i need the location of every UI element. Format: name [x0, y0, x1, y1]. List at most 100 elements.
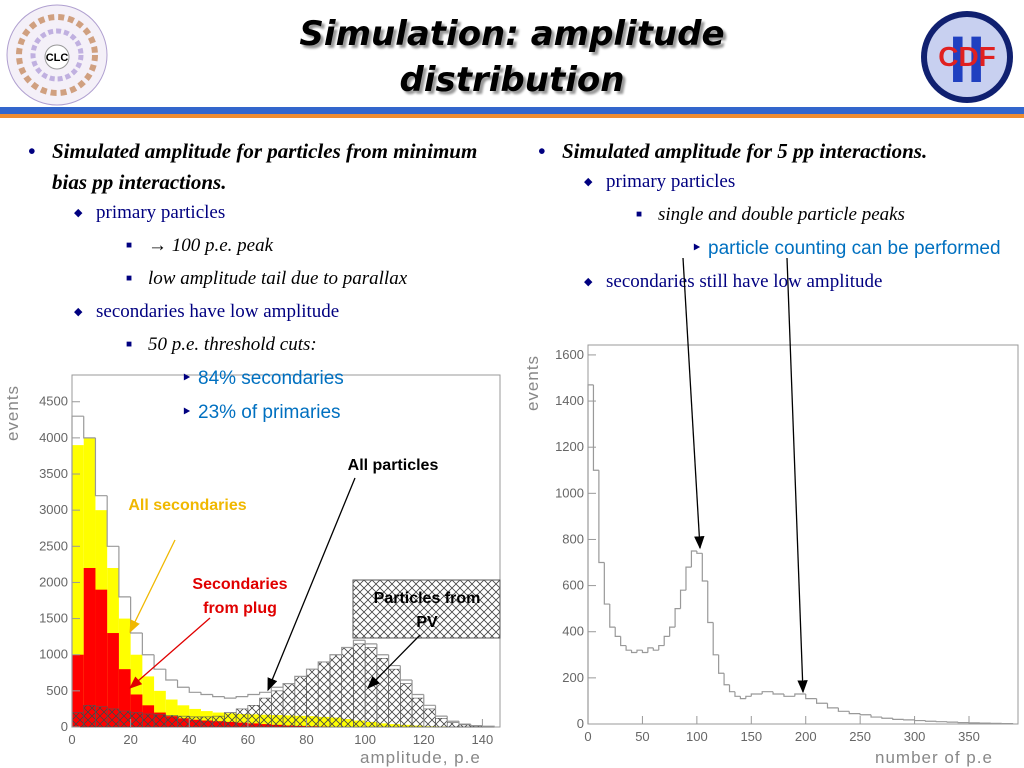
bullet-item: secondaries still have low amplitude — [538, 270, 1018, 294]
histogram-step — [1001, 722, 1014, 725]
histogram-step — [446, 716, 459, 722]
bullet-item: Simulated amplitude for 5 pp interaction… — [538, 136, 1018, 167]
histogram-step — [247, 693, 260, 697]
x-axis-label: number of p.e — [875, 748, 993, 767]
x-tick-label: 40 — [182, 732, 196, 747]
histogram-step — [663, 635, 670, 646]
histogram-step — [701, 553, 708, 582]
histogram-step — [794, 693, 806, 697]
histogram-bar — [259, 697, 272, 728]
bullet-item: particle counting can be performed — [538, 236, 1018, 261]
logo-numeral: II — [949, 22, 986, 96]
histogram-step — [712, 622, 719, 656]
bullet-item: primary particles — [28, 201, 508, 225]
histogram-bar — [224, 712, 237, 728]
histogram-step — [913, 719, 926, 722]
histogram-step — [641, 650, 648, 654]
histogram-step — [188, 687, 201, 693]
histogram-step — [837, 707, 850, 712]
slide-title: distribution — [399, 60, 625, 100]
histogram-bar — [142, 676, 155, 727]
histogram-bar — [329, 654, 342, 728]
histogram-step — [603, 562, 610, 605]
histogram-step — [924, 720, 937, 722]
histogram-bar — [400, 683, 413, 728]
y-tick-label: 4000 — [39, 430, 68, 445]
y-axis-label: events — [523, 355, 542, 411]
x-tick-label: 60 — [241, 732, 255, 747]
y-tick-label: 3500 — [39, 466, 68, 481]
histogram-step — [723, 673, 730, 686]
histogram-step — [223, 696, 237, 699]
histogram-step — [592, 384, 599, 471]
logo-text: CLC — [46, 52, 69, 64]
histogram-step — [745, 695, 752, 699]
histogram-bar — [353, 643, 366, 728]
histogram-step — [826, 703, 839, 709]
histogram-step — [816, 698, 828, 704]
y-tick-label: 1400 — [555, 393, 584, 408]
histogram-step — [685, 566, 692, 591]
x-tick-label: 0 — [584, 729, 591, 744]
histogram-step — [647, 647, 654, 653]
histogram-step — [458, 721, 471, 725]
plot-frame — [587, 344, 1019, 725]
histogram-bar — [130, 654, 143, 727]
histogram-bar — [376, 658, 389, 728]
histogram-bar — [95, 589, 108, 727]
histogram-step — [598, 470, 605, 564]
histogram-step — [587, 384, 594, 724]
histogram-step — [212, 694, 225, 698]
bullet-item: → 100 p.e. peak — [28, 234, 508, 258]
histogram-step — [718, 654, 725, 674]
histogram-step — [669, 626, 676, 637]
histogram-bar — [165, 699, 178, 727]
clc-logo: CLC — [6, 4, 108, 106]
histogram-step — [423, 694, 436, 706]
y-tick-label: 1000 — [555, 485, 584, 500]
header-bar — [0, 114, 1024, 118]
x-tick-label: 350 — [958, 729, 980, 744]
histogram-bar — [306, 668, 319, 728]
histogram-step — [728, 684, 735, 693]
y-tick-label: 0 — [577, 716, 584, 731]
histogram-bar — [83, 705, 96, 728]
histogram-bar — [95, 706, 108, 728]
bullet-item: 50 p.e. threshold cuts: — [28, 333, 508, 357]
histogram-step — [870, 714, 882, 718]
x-tick-label: 300 — [904, 729, 926, 744]
x-tick-label: 20 — [123, 732, 137, 747]
histogram-bar — [165, 715, 178, 728]
histogram-bar — [130, 694, 143, 727]
histogram-bar — [364, 647, 378, 728]
logo-text: CDF — [938, 41, 996, 72]
histogram-step — [859, 713, 872, 716]
histogram-bar — [423, 708, 436, 728]
x-tick-label: 0 — [68, 732, 75, 747]
annotation: Secondaries from plug — [192, 576, 288, 617]
histogram-step — [609, 604, 616, 628]
bullet-item: 84% secondaries — [28, 366, 508, 391]
histogram-bar — [130, 712, 143, 728]
histogram-step — [892, 718, 904, 720]
y-tick-label: 1600 — [555, 347, 584, 362]
histogram-step — [805, 694, 817, 700]
histogram-bar — [71, 712, 85, 728]
bullet-list: Simulated amplitude for 5 pp interaction… — [538, 136, 1018, 303]
histogram-step — [881, 717, 893, 719]
x-tick-label: 200 — [795, 729, 817, 744]
y-tick-label: 500 — [46, 683, 68, 698]
histogram-bar — [458, 724, 471, 728]
histogram-bar — [200, 716, 214, 728]
histogram-step — [652, 647, 659, 651]
y-tick-label: 1500 — [39, 611, 68, 626]
histogram-step — [679, 589, 686, 609]
histogram-bar — [153, 714, 167, 728]
cdf-logo: II CDF — [921, 11, 1013, 103]
histogram-bar — [154, 690, 166, 727]
y-tick-label: 800 — [562, 531, 584, 546]
histogram-bar — [247, 705, 260, 728]
slide-title: Simulation: amplitude — [299, 14, 725, 54]
histogram-bar — [118, 710, 131, 728]
